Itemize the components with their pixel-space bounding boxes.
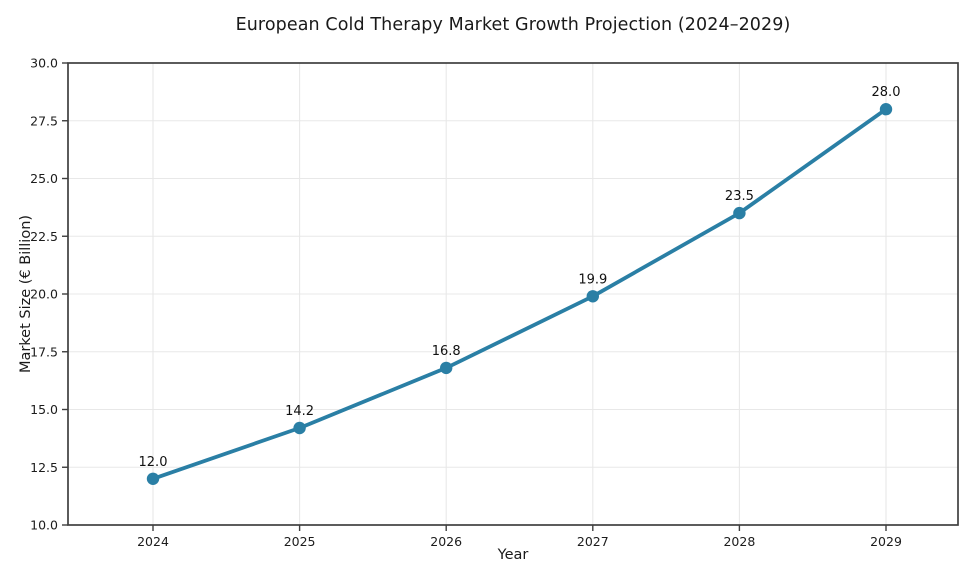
x-axis-label: Year bbox=[497, 547, 529, 563]
y-tick-label: 15.0 bbox=[30, 402, 58, 417]
data-point-marker bbox=[733, 206, 746, 220]
plot-frame bbox=[67, 62, 959, 526]
data-point-label: 23.5 bbox=[725, 189, 754, 204]
y-tick-label: 17.5 bbox=[30, 344, 58, 359]
x-tick-label: 2025 bbox=[284, 534, 316, 549]
x-tick-label: 2028 bbox=[723, 534, 755, 549]
data-point-marker bbox=[440, 361, 453, 375]
data-point-marker bbox=[586, 290, 599, 303]
data-points bbox=[146, 103, 893, 485]
data-point-label: 19.9 bbox=[578, 272, 607, 287]
data-point-marker bbox=[146, 472, 160, 485]
data-point-label: 16.8 bbox=[432, 344, 461, 359]
point-labels: 12.0 14.2 16.8 19.9 23.5 28.0 bbox=[139, 85, 901, 470]
y-tick-label: 20.0 bbox=[30, 287, 58, 302]
y-tick-label: 22.5 bbox=[30, 229, 58, 244]
data-line bbox=[151, 107, 888, 481]
y-tick-label: 30.0 bbox=[30, 56, 58, 71]
grid-lines bbox=[68, 62, 958, 526]
y-tick-label: 25.0 bbox=[30, 171, 58, 186]
data-point-label: 28.0 bbox=[872, 85, 901, 100]
y-tick-labels: 10.0 12.5 15.0 17.5 20.0 22.5 25.0 27.5 30.0 bbox=[30, 56, 58, 533]
data-point-label: 14.2 bbox=[285, 404, 314, 419]
data-point-label: 12.0 bbox=[139, 455, 168, 470]
data-point-marker bbox=[879, 103, 893, 116]
data-point-marker bbox=[293, 421, 306, 435]
axis-ticks bbox=[62, 62, 887, 531]
x-tick-labels: 2024 2025 2026 2027 2028 2029 bbox=[137, 534, 902, 549]
y-tick-label: 27.5 bbox=[30, 113, 58, 128]
x-tick-label: 2024 bbox=[137, 534, 169, 549]
y-tick-label: 10.0 bbox=[30, 518, 58, 533]
chart-title: European Cold Therapy Market Growth Proj… bbox=[235, 15, 791, 35]
y-tick-label: 12.5 bbox=[30, 460, 58, 475]
x-tick-label: 2026 bbox=[430, 534, 462, 549]
x-tick-label: 2027 bbox=[577, 534, 609, 549]
x-tick-label: 2029 bbox=[870, 534, 902, 549]
